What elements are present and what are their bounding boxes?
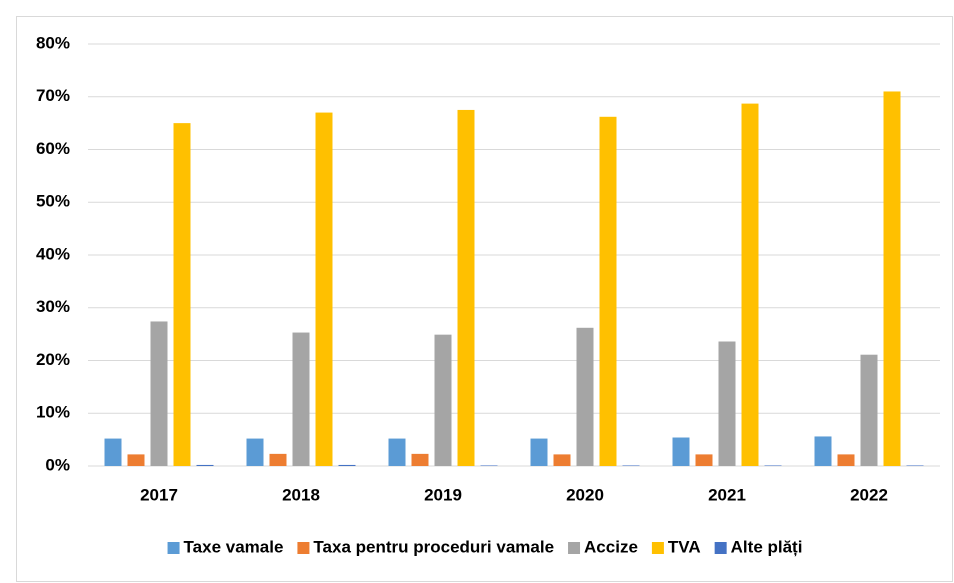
bar bbox=[338, 464, 356, 466]
bar bbox=[196, 464, 214, 466]
chart-frame bbox=[16, 16, 953, 582]
bar bbox=[553, 454, 571, 466]
bar bbox=[576, 327, 594, 466]
bar bbox=[269, 453, 287, 466]
bar bbox=[860, 354, 878, 466]
bar bbox=[434, 334, 452, 466]
y-tick-label: 60% bbox=[36, 139, 70, 158]
bar bbox=[411, 453, 429, 466]
legend-label: Taxe vamale bbox=[184, 537, 284, 556]
bar bbox=[622, 465, 640, 466]
legend-swatch bbox=[714, 542, 727, 554]
legend-swatch bbox=[651, 542, 664, 554]
bar bbox=[530, 438, 548, 466]
legend-label: Alte plăți bbox=[731, 537, 803, 556]
y-tick-label: 20% bbox=[36, 350, 70, 369]
bar bbox=[672, 437, 690, 466]
legend-label: TVA bbox=[668, 537, 701, 556]
bar bbox=[906, 465, 924, 466]
bar bbox=[837, 454, 855, 466]
bar bbox=[104, 438, 122, 466]
x-tick-label: 2018 bbox=[282, 485, 320, 504]
bar bbox=[599, 116, 617, 467]
bar bbox=[480, 465, 498, 466]
legend-swatch bbox=[297, 542, 310, 554]
legend-label: Taxa pentru proceduri vamale bbox=[313, 537, 554, 556]
y-tick-label: 10% bbox=[36, 403, 70, 422]
legend-label: Accize bbox=[584, 537, 638, 556]
bar bbox=[457, 109, 475, 466]
bar bbox=[741, 103, 759, 467]
bar bbox=[814, 436, 832, 466]
bar bbox=[718, 341, 736, 466]
x-tick-label: 2017 bbox=[140, 485, 178, 504]
x-tick-label: 2021 bbox=[708, 485, 746, 504]
bar bbox=[883, 91, 901, 466]
y-tick-label: 70% bbox=[36, 86, 70, 105]
x-tick-label: 2019 bbox=[424, 485, 462, 504]
bar bbox=[173, 123, 191, 466]
bar bbox=[764, 465, 782, 466]
legend-swatch bbox=[568, 542, 581, 554]
y-tick-label: 0% bbox=[45, 455, 70, 474]
y-tick-label: 50% bbox=[36, 192, 70, 211]
bar bbox=[695, 454, 713, 466]
bar bbox=[315, 112, 333, 466]
bar bbox=[150, 321, 168, 466]
x-tick-label: 2022 bbox=[850, 485, 888, 504]
y-tick-label: 80% bbox=[36, 33, 70, 52]
bar bbox=[127, 454, 145, 466]
legend-swatch bbox=[167, 542, 180, 554]
bar bbox=[246, 438, 264, 466]
bar bbox=[292, 332, 310, 466]
y-tick-label: 40% bbox=[36, 244, 70, 263]
bar bbox=[388, 438, 406, 466]
x-tick-label: 2020 bbox=[566, 485, 604, 504]
y-tick-label: 30% bbox=[36, 297, 70, 316]
